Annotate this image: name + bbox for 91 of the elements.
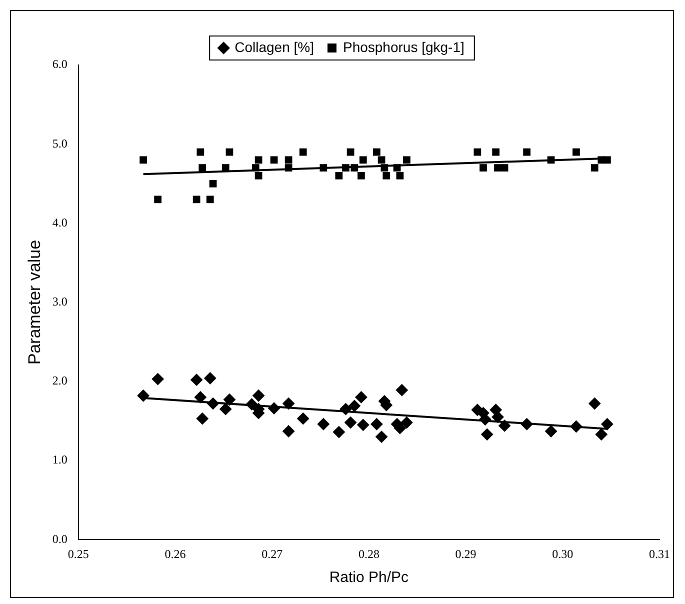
x-tick-label: 0.26 (164, 546, 186, 561)
point (196, 412, 208, 425)
point (282, 425, 295, 438)
point (590, 164, 598, 172)
x-tick-label: 0.25 (68, 546, 89, 561)
point (348, 400, 360, 412)
x-tick-label: 0.29 (455, 546, 476, 561)
point (500, 164, 508, 172)
point (207, 398, 220, 410)
point (209, 180, 217, 188)
point (572, 148, 580, 156)
y-tick-label: 4.0 (52, 215, 68, 230)
point (270, 156, 278, 164)
point (358, 172, 365, 180)
point (254, 156, 262, 164)
point (194, 391, 206, 404)
point (355, 391, 368, 404)
point (601, 418, 614, 430)
point (396, 172, 404, 180)
point (268, 402, 280, 414)
point (317, 418, 330, 430)
point (545, 425, 558, 438)
point (282, 398, 295, 410)
point (373, 148, 380, 156)
point (223, 394, 236, 406)
point (342, 164, 350, 172)
y-tick-label: 0.0 (52, 532, 68, 546)
point (350, 164, 358, 172)
point (346, 148, 354, 156)
y-tick-label: 5.0 (52, 136, 68, 150)
point (494, 164, 502, 172)
point (396, 384, 408, 396)
point (520, 418, 533, 430)
point (252, 390, 265, 402)
point (481, 428, 494, 440)
point (254, 172, 262, 180)
x-tick-label: 0.31 (649, 546, 670, 561)
point (335, 172, 343, 180)
point (380, 164, 388, 172)
y-tick-label: 3.0 (52, 294, 68, 308)
point (206, 196, 214, 204)
point (204, 372, 216, 384)
point (140, 156, 147, 164)
x-axis-title: Ratio Ph/Pc (329, 569, 410, 586)
y-axis-title: Parameter value (24, 240, 44, 365)
point (154, 196, 162, 204)
point (547, 156, 555, 164)
point (382, 172, 390, 180)
point (284, 156, 292, 164)
point (393, 164, 401, 172)
point (226, 148, 234, 156)
point (340, 403, 352, 416)
point (198, 164, 206, 172)
legend-label: Phosphorus [gkg-1] (342, 38, 464, 55)
x-tick-label: 0.28 (358, 546, 380, 561)
point (220, 403, 232, 416)
point (299, 148, 307, 156)
point (604, 156, 611, 164)
point (284, 164, 292, 172)
point (595, 428, 608, 440)
point (480, 164, 487, 172)
x-tick-label: 0.27 (262, 546, 283, 561)
y-tick-label: 1.0 (52, 452, 68, 467)
point (190, 374, 203, 386)
point (320, 164, 328, 172)
point (196, 148, 204, 156)
point (152, 373, 164, 386)
point (378, 156, 386, 164)
point (344, 416, 357, 429)
point (252, 164, 260, 172)
point (192, 196, 200, 204)
point (403, 156, 410, 164)
point (570, 420, 582, 432)
point (523, 148, 530, 156)
point (474, 148, 482, 156)
x-tick-label: 0.30 (552, 546, 574, 561)
point (137, 390, 150, 402)
point (246, 398, 258, 410)
point (376, 430, 388, 443)
point (297, 412, 310, 425)
point (492, 148, 500, 156)
legend-label: Collagen [%] (234, 38, 314, 55)
point (588, 398, 601, 410)
point (359, 156, 367, 164)
y-tick-label: 6.0 (52, 57, 68, 72)
point (370, 418, 383, 430)
point (332, 426, 345, 438)
point (357, 418, 370, 431)
y-tick-label: 2.0 (52, 374, 68, 388)
point (400, 416, 413, 429)
point (498, 420, 511, 432)
